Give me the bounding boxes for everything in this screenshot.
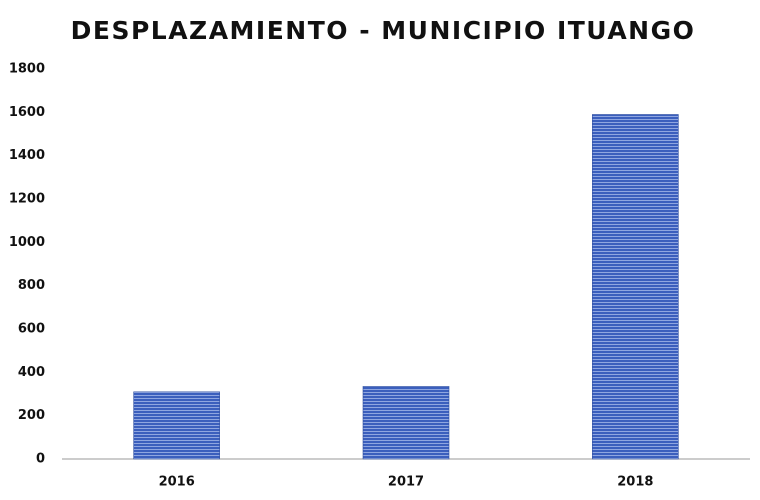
- y-tick-label: 1200: [9, 192, 45, 207]
- y-tick-label: 1400: [9, 148, 45, 163]
- y-tick-label: 600: [18, 322, 45, 337]
- y-tick-label: 800: [18, 278, 45, 293]
- y-tick-label: 400: [18, 365, 45, 380]
- x-tick-label: 2017: [388, 475, 424, 490]
- bar: [592, 114, 679, 460]
- y-tick-label: 0: [36, 452, 45, 467]
- bar: [133, 391, 220, 460]
- y-tick-label: 200: [18, 408, 45, 423]
- x-tick-label: 2018: [617, 475, 653, 490]
- y-tick-label: 1000: [9, 235, 45, 250]
- x-tick-label: 2016: [159, 475, 195, 490]
- chart-title: DESPLAZAMIENTO - MUNICIPIO ITUANGO: [71, 16, 696, 45]
- y-tick-label: 1800: [9, 62, 45, 77]
- y-tick-label: 1600: [9, 105, 45, 120]
- bar: [362, 386, 450, 460]
